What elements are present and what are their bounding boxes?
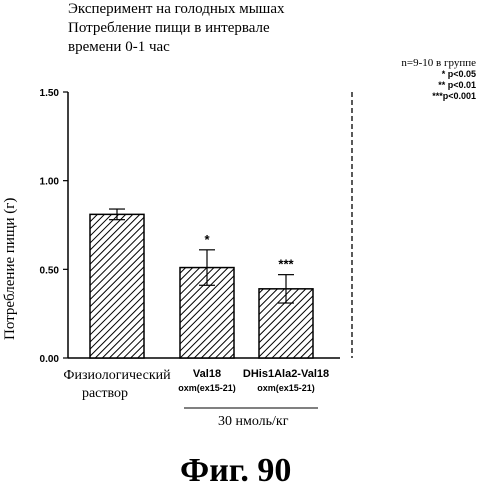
category-label-line2: oxm(ex15-21) [257, 383, 315, 393]
significance-marker: * [204, 232, 210, 247]
category-label-line1: DHis1Ala2-Val18 [243, 368, 329, 380]
category-label-line2: раствор [82, 386, 128, 401]
category-labels: Физиологический раствор Val18 oxm(ex15-21) D… [63, 368, 329, 401]
figure-caption: Фиг. 90 [180, 452, 291, 490]
y-tick-label: 1.00 [40, 177, 60, 188]
category-label-line2: oxm(ex15-21) [178, 383, 236, 393]
category-label-line1: Физиологический [63, 368, 171, 383]
y-tick-label: 0.50 [40, 265, 60, 276]
y-tick-label: 0.00 [40, 354, 60, 365]
bar [90, 214, 144, 358]
y-tick-label: 1.50 [40, 88, 60, 99]
significance-marker: *** [278, 257, 294, 272]
category-label-line1: Val18 [193, 368, 221, 380]
dose-label: 30 нмоль/кг [218, 414, 288, 430]
bars: **** [90, 209, 313, 358]
